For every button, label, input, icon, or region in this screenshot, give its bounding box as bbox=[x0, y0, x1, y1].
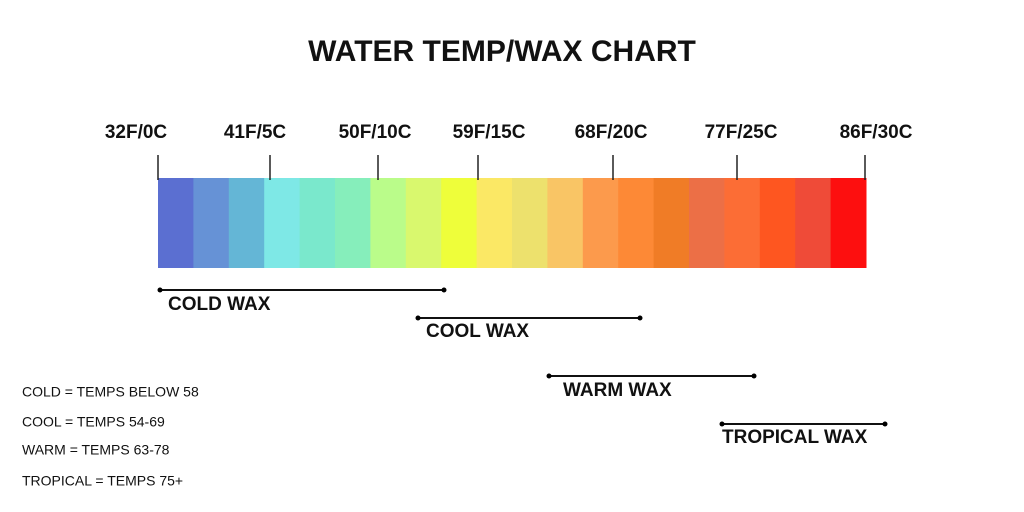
color-bar bbox=[158, 178, 867, 268]
color-swatch bbox=[405, 178, 442, 268]
legend: COLD = TEMPS BELOW 58 COOL = TEMPS 54-69… bbox=[22, 384, 199, 489]
range-end bbox=[882, 421, 888, 427]
ticks bbox=[157, 155, 866, 180]
color-swatch bbox=[335, 178, 371, 268]
color-swatch bbox=[228, 178, 265, 268]
range-end bbox=[157, 287, 163, 293]
color-swatch bbox=[547, 178, 584, 268]
temp-label: 41F/5C bbox=[224, 122, 287, 143]
range-end bbox=[751, 373, 757, 379]
color-swatch bbox=[512, 178, 548, 268]
legend-item: COOL = TEMPS 54-69 bbox=[22, 414, 165, 430]
wax-ranges: COLD WAX COOL WAX WARM WAX TROPICAL WAX bbox=[157, 287, 888, 448]
color-swatch bbox=[689, 178, 725, 268]
temp-label: 32F/0C bbox=[105, 122, 168, 143]
temp-label: 86F/30C bbox=[840, 122, 913, 143]
legend-item: TROPICAL = TEMPS 75+ bbox=[22, 473, 183, 489]
temp-label: 77F/25C bbox=[705, 122, 778, 143]
color-swatch bbox=[618, 178, 655, 268]
range-end bbox=[637, 315, 643, 321]
temperature-scale: 32F/0C 41F/5C 50F/10C 59F/15C 68F/20C 77… bbox=[105, 122, 913, 143]
color-swatch bbox=[370, 178, 407, 268]
range-end bbox=[546, 373, 552, 379]
temp-label: 50F/10C bbox=[339, 122, 412, 143]
color-swatch bbox=[653, 178, 690, 268]
wax-label: COLD WAX bbox=[168, 294, 271, 315]
color-swatch bbox=[476, 178, 513, 268]
title: WATER TEMP/WAX CHART bbox=[308, 35, 696, 68]
color-swatch bbox=[759, 178, 796, 268]
color-swatch bbox=[795, 178, 832, 268]
color-swatch bbox=[299, 178, 336, 268]
color-swatch bbox=[724, 178, 761, 268]
range-end bbox=[719, 421, 725, 427]
legend-item: COLD = TEMPS BELOW 58 bbox=[22, 384, 199, 400]
color-swatch bbox=[830, 178, 867, 268]
color-swatch bbox=[441, 178, 478, 268]
color-swatch bbox=[193, 178, 230, 268]
color-swatch bbox=[582, 178, 619, 268]
color-swatch bbox=[158, 178, 194, 268]
range-end bbox=[415, 315, 421, 321]
wax-label: COOL WAX bbox=[426, 321, 529, 342]
wax-label: TROPICAL WAX bbox=[722, 427, 868, 448]
temp-label: 59F/15C bbox=[453, 122, 526, 143]
color-swatch bbox=[264, 178, 301, 268]
range-end bbox=[441, 287, 447, 293]
wax-label: WARM WAX bbox=[563, 380, 672, 401]
legend-item: WARM = TEMPS 63-78 bbox=[22, 442, 170, 458]
temp-label: 68F/20C bbox=[575, 122, 648, 143]
